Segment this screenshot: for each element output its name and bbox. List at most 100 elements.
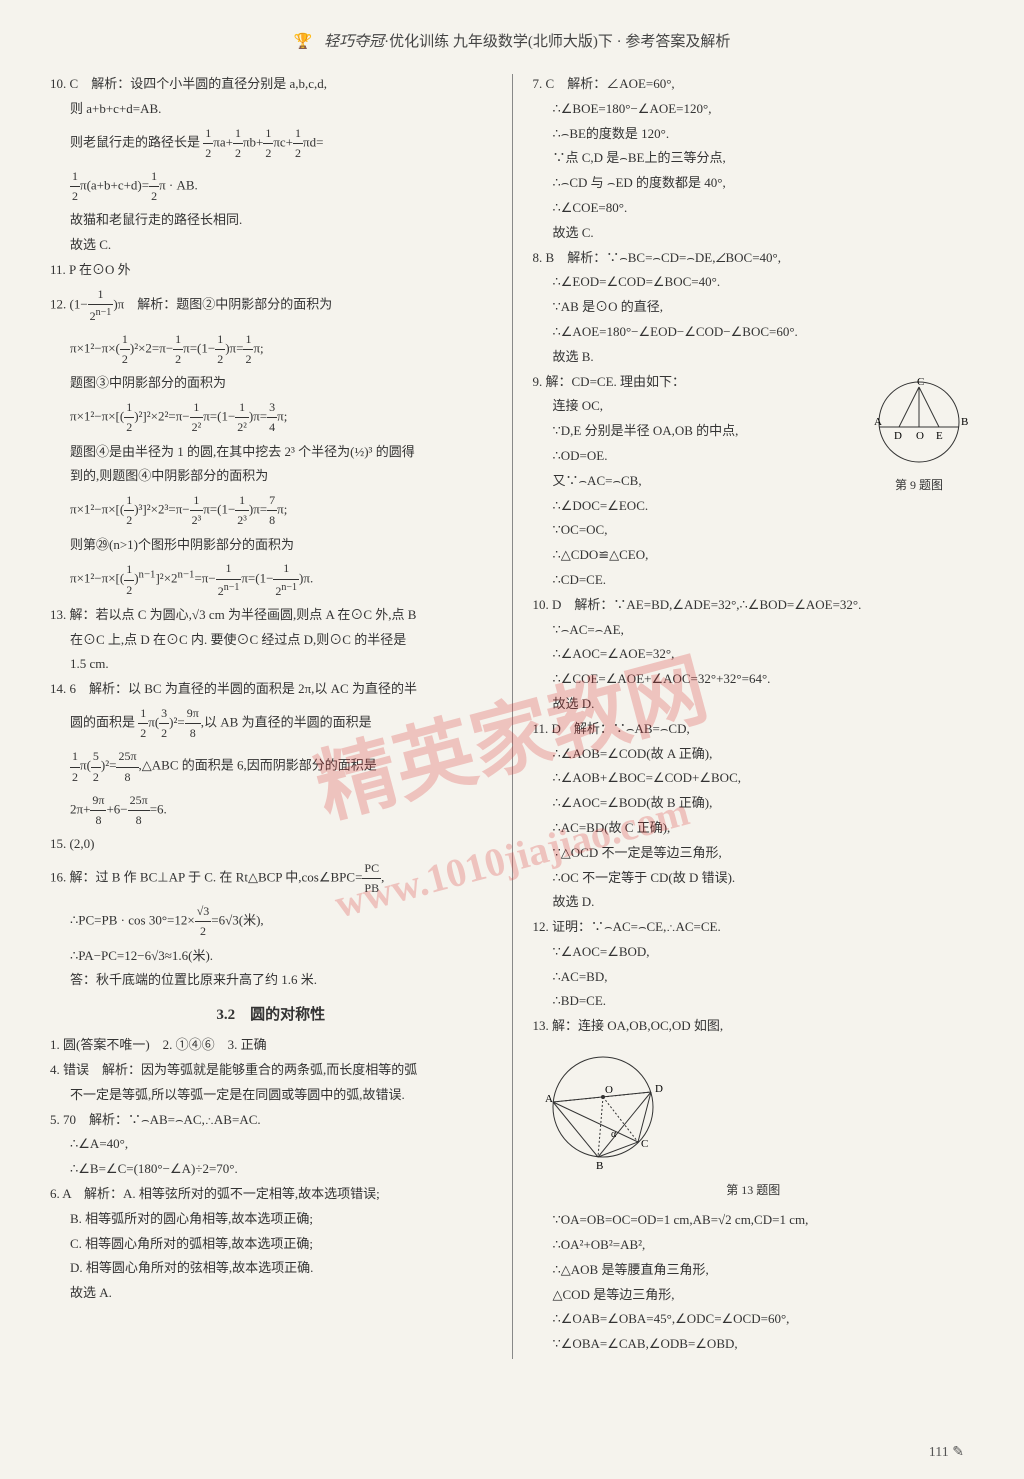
r9-l6: ∵OC=OC, bbox=[533, 520, 975, 541]
r13-num: 13. 解： bbox=[533, 1018, 579, 1033]
circle-diagram-9: A B C D E O bbox=[864, 377, 974, 472]
r8-num: 8. B bbox=[533, 250, 555, 265]
r9-l5: ∴∠DOC=∠EOC. bbox=[533, 496, 975, 517]
p12-num: 12. bbox=[50, 296, 66, 311]
problem-16: 16. 解：过 B 作 BC⊥AP 于 C. 在 Rt△BCP 中,cos∠BP… bbox=[50, 859, 492, 898]
header-subtitle: 九年级数学(北师大版)下 · 参考答案及解析 bbox=[453, 34, 731, 50]
p6-l4: 故选 A. bbox=[50, 1283, 492, 1304]
p14-l2: 12π(52)²=25π8,△ABC 的面积是 6,因而阴影部分的面积是 bbox=[50, 747, 492, 786]
r11-l1: ∴∠AOB=∠COD(故 A 正确), bbox=[533, 744, 975, 765]
fig13-caption: 第 13 题图 bbox=[533, 1181, 975, 1200]
p16-l4: 答：秋千底端的位置比原来升高了约 1.6 米. bbox=[50, 970, 492, 991]
circle-diagram-13: A B C D O α bbox=[533, 1047, 673, 1177]
p12-l7: 则第㉙(n>1)个图形中阴影部分的面积为 bbox=[50, 535, 492, 556]
p13-num: 13. 解： bbox=[50, 607, 96, 622]
problem-r11: 11. D 解析：∵⌢AB=⌢CD, bbox=[533, 719, 975, 740]
svg-text:A: A bbox=[545, 1093, 553, 1105]
p14-l3: 2π+9π8+6−25π8=6. bbox=[50, 791, 492, 830]
r13-l4: △COD 是等边三角形, bbox=[533, 1285, 975, 1306]
right-column: 7. C 解析：∠AOE=60°, ∴∠BOE=180°−∠AOE=120°, … bbox=[533, 74, 975, 1359]
left-column: 10. C 解析：设四个小半圆的直径分别是 a,b,c,d, 则 a+b+c+d… bbox=[50, 74, 492, 1359]
p10-l5: 故选 C. bbox=[50, 235, 492, 256]
column-divider bbox=[512, 74, 513, 1359]
problem-s5: 5. 70 解析：∵⌢AB=⌢AC,∴AB=AC. bbox=[50, 1110, 492, 1131]
r11-num: 11. D bbox=[533, 721, 561, 736]
r12-l0: ∵⌢AC=⌢CE,∴AC=CE. bbox=[591, 919, 721, 934]
r13-l0: 连接 OA,OB,OC,OD 如图, bbox=[578, 1018, 723, 1033]
p14-l1: 圆的面积是 12π(32)²=9π8,以 AB 为直径的半圆的面积是 bbox=[50, 704, 492, 743]
figure-13-container: A B C D O α 第 13 题图 bbox=[533, 1047, 975, 1200]
p13-l1: 若以点 C 为圆心,√3 cm 为半径画圆,则点 A 在⊙C 外,点 B bbox=[96, 607, 417, 622]
problem-s1: 1. 圆(答案不唯一) 2. ①④⑥ 3. 正确 bbox=[50, 1035, 492, 1056]
page-header: 🏆 轻巧夺冠·优化训练 九年级数学(北师大版)下 · 参考答案及解析 bbox=[50, 30, 974, 54]
r7-l6: 故选 C. bbox=[533, 223, 975, 244]
r8-analysis: 解析：∵⌢BC=⌢CD=⌢DE,∠BOC=40°, bbox=[567, 250, 781, 265]
p12-analysis: 解析：题图②中阴影部分的面积为 bbox=[137, 296, 332, 311]
r11-l3: ∴∠AOC=∠BOD(故 B 正确), bbox=[533, 793, 975, 814]
r10-l3: ∴∠COE=∠AOE+∠AOC=32°+32°=64°. bbox=[533, 669, 975, 690]
svg-text:O: O bbox=[916, 430, 924, 442]
problem-r10: 10. D 解析：∵AE=BD,∠ADE=32°,∴∠BOD=∠AOE=32°. bbox=[533, 595, 975, 616]
problem-15: 15. (2,0) bbox=[50, 834, 492, 855]
r7-l5: ∴∠COE=80°. bbox=[533, 198, 975, 219]
p10-num: 10. C bbox=[50, 76, 78, 91]
problem-14: 14. 6 解析：以 BC 为直径的半圆的面积是 2π,以 AC 为直径的半 bbox=[50, 679, 492, 700]
p5-l2: ∴∠B=∠C=(180°−∠A)÷2=70°. bbox=[50, 1159, 492, 1180]
p4-analysis: 解析：因为等弧就是能够重合的两条弧,而长度相等的弧 bbox=[102, 1062, 417, 1077]
problem-s4: 4. 错误 解析：因为等弧就是能够重合的两条弧,而长度相等的弧 bbox=[50, 1060, 492, 1081]
p5-analysis: 解析：∵⌢AB=⌢AC,∴AB=AC. bbox=[89, 1112, 261, 1127]
p6-l1: B. 相等弧所对的圆心角相等,故本选项正确; bbox=[50, 1209, 492, 1230]
p4-num: 4. 错误 bbox=[50, 1062, 89, 1077]
r7-l1: ∴∠BOE=180°−∠AOE=120°, bbox=[533, 99, 975, 120]
problem-11: 11. P 在⊙O 外 bbox=[50, 260, 492, 281]
header-title2: ·优化训练 bbox=[384, 34, 449, 50]
p5-l1: ∴∠A=40°, bbox=[50, 1134, 492, 1155]
r11-l4: ∴AC=BD(故 C 正确), bbox=[533, 818, 975, 839]
page-number: 111 ✎ bbox=[929, 1442, 964, 1464]
p13-l2: 在⊙C 上,点 D 在⊙C 内. 要使⊙C 经过点 D,则⊙C 的半径是 bbox=[50, 630, 492, 651]
p14-analysis: 解析：以 BC 为直径的半圆的面积是 2π,以 AC 为直径的半 bbox=[89, 681, 417, 696]
content-columns: 10. C 解析：设四个小半圆的直径分别是 a,b,c,d, 则 a+b+c+d… bbox=[50, 74, 974, 1359]
r9-l7: ∴△CDO≌△CEO, bbox=[533, 545, 975, 566]
p16-l3: ∴PA−PC=12−6√3≈1.6(米). bbox=[50, 946, 492, 967]
section-32-title: 3.2 圆的对称性 bbox=[50, 1003, 492, 1027]
r11-l7: 故选 D. bbox=[533, 892, 975, 913]
svg-text:D: D bbox=[655, 1083, 663, 1095]
r10-l4: 故选 D. bbox=[533, 694, 975, 715]
p14-num: 14. 6 bbox=[50, 681, 76, 696]
r9-l0: CD=CE. 理由如下： bbox=[572, 374, 686, 389]
r12-l2: ∴AC=BD, bbox=[533, 967, 975, 988]
p4-l1: 不一定是等弧,所以等弧一定是在同圆或等圆中的弧,故错误. bbox=[50, 1085, 492, 1106]
r12-l1: ∵∠AOC=∠BOD, bbox=[533, 942, 975, 963]
r11-l6: ∴OC 不一定等于 CD(故 D 错误). bbox=[533, 868, 975, 889]
r13-l2: ∴OA²+OB²=AB², bbox=[533, 1235, 975, 1256]
r7-l3: ∵点 C,D 是⌢BE上的三等分点, bbox=[533, 148, 975, 169]
p10-l2: 则老鼠行走的路径长是 12πa+12πb+12πc+12πd= bbox=[50, 124, 492, 163]
r11-l5: ∵△OCD 不一定是等边三角形, bbox=[533, 843, 975, 864]
p6-analysis: 解析：A. 相等弦所对的弧不一定相等,故本选项错误; bbox=[84, 1186, 380, 1201]
svg-text:A: A bbox=[874, 416, 882, 428]
r12-l3: ∴BD=CE. bbox=[533, 991, 975, 1012]
svg-text:α: α bbox=[611, 1129, 617, 1140]
svg-text:B: B bbox=[596, 1160, 603, 1172]
p10-l3: 12π(a+b+c+d)=12π · AB. bbox=[50, 167, 492, 206]
p12-l8: π×1²−π×[(12)n−1]²×2n−1=π−12n−1π=(1−12n−1… bbox=[50, 559, 492, 600]
p12-l2: 题图③中阴影部分的面积为 bbox=[50, 373, 492, 394]
r10-num: 10. D bbox=[533, 597, 562, 612]
problem-r7: 7. C 解析：∠AOE=60°, bbox=[533, 74, 975, 95]
problem-s6: 6. A 解析：A. 相等弦所对的弧不一定相等,故本选项错误; bbox=[50, 1184, 492, 1205]
r13-l3: ∴△AOB 是等腰直角三角形, bbox=[533, 1260, 975, 1281]
svg-text:O: O bbox=[605, 1084, 613, 1096]
p12-l4: 题图④是由半径为 1 的圆,在其中挖去 2³ 个半径为(½)³ 的圆得 bbox=[50, 442, 492, 463]
r8-l4: 故选 B. bbox=[533, 347, 975, 368]
svg-text:D: D bbox=[894, 430, 902, 442]
p12-l3: π×1²−π×[(12)²]²×2²=π−12²π=(1−12²)π=34π; bbox=[50, 398, 492, 437]
r7-l2: ∴⌢BE的度数是 120°. bbox=[533, 124, 975, 145]
p5-num: 5. 70 bbox=[50, 1112, 76, 1127]
p12-l5: 到的,则题图④中阴影部分的面积为 bbox=[50, 466, 492, 487]
p12-l1: π×1²−π×(12)²×2=π−12π=(1−12)π=12π; bbox=[50, 330, 492, 369]
logo-badge: 🏆 bbox=[294, 30, 313, 54]
p6-l3: D. 相等圆心角所对的弦相等,故本选项正确. bbox=[50, 1258, 492, 1279]
r8-l1: ∴∠EOD=∠COD=∠BOC=40°. bbox=[533, 272, 975, 293]
r10-l2: ∴∠AOC=∠AOE=32°, bbox=[533, 644, 975, 665]
